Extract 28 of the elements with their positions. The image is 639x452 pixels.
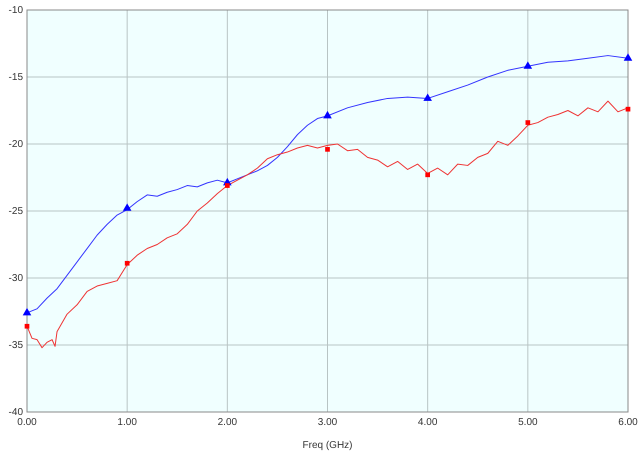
point <box>224 183 230 188</box>
point <box>525 120 530 125</box>
y-tick-label: -30 <box>8 273 24 284</box>
point <box>24 324 30 329</box>
y-tick-label: -10 <box>8 5 24 16</box>
x-axis-title: Freq (GHz) <box>302 440 352 451</box>
x-tick-label: 6.00 <box>618 417 638 428</box>
point <box>626 106 630 112</box>
point <box>323 110 332 118</box>
x-tick-label: 0.00 <box>17 417 38 428</box>
x-tick-label: 1.00 <box>117 417 138 428</box>
point <box>122 203 132 211</box>
x-tick-label: 2.00 <box>218 417 238 428</box>
point <box>524 61 532 69</box>
y-tick-label: -40 <box>8 407 24 418</box>
point <box>423 93 432 101</box>
point <box>425 172 430 178</box>
x-tick-label: 5.00 <box>518 417 538 428</box>
x-tick-label: 4.00 <box>418 417 438 428</box>
y-tick-label: -15 <box>8 72 24 84</box>
point <box>624 53 632 61</box>
y-tick-label: -25 <box>8 206 24 218</box>
y-tick-label: -35 <box>8 340 24 352</box>
point <box>22 308 32 316</box>
point <box>325 147 330 152</box>
x-tick-label: 3.00 <box>318 417 338 428</box>
point <box>124 260 130 266</box>
y-tick-label: -20 <box>8 139 24 150</box>
